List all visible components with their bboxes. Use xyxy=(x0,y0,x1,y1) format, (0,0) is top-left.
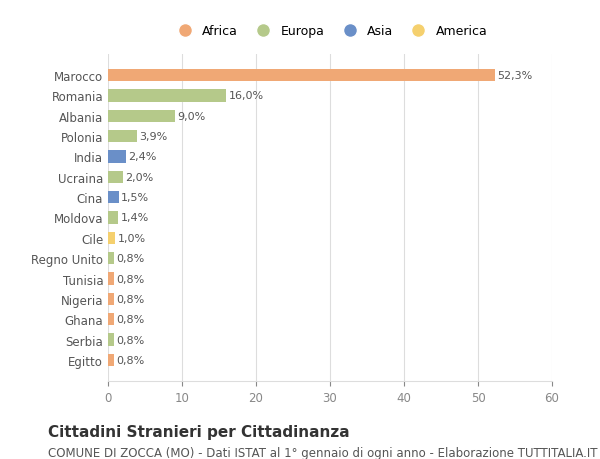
Text: 0,8%: 0,8% xyxy=(116,335,145,345)
Bar xyxy=(108,273,114,285)
Text: 16,0%: 16,0% xyxy=(229,91,264,101)
Text: 0,8%: 0,8% xyxy=(116,314,145,325)
Bar xyxy=(108,252,114,265)
Bar xyxy=(108,313,114,325)
Text: COMUNE DI ZOCCA (MO) - Dati ISTAT al 1° gennaio di ogni anno - Elaborazione TUTT: COMUNE DI ZOCCA (MO) - Dati ISTAT al 1° … xyxy=(48,446,598,459)
Bar xyxy=(108,334,114,346)
Bar xyxy=(108,171,123,184)
Text: 9,0%: 9,0% xyxy=(177,112,205,122)
Text: 2,4%: 2,4% xyxy=(128,152,157,162)
Legend: Africa, Europa, Asia, America: Africa, Europa, Asia, America xyxy=(166,19,494,45)
Text: 0,8%: 0,8% xyxy=(116,294,145,304)
Text: 1,0%: 1,0% xyxy=(118,233,146,243)
Text: 1,5%: 1,5% xyxy=(121,193,149,203)
Text: 1,4%: 1,4% xyxy=(121,213,149,223)
Bar xyxy=(108,212,118,224)
Bar xyxy=(108,70,495,82)
Bar xyxy=(108,232,115,244)
Text: Cittadini Stranieri per Cittadinanza: Cittadini Stranieri per Cittadinanza xyxy=(48,425,350,440)
Text: 52,3%: 52,3% xyxy=(497,71,532,81)
Bar xyxy=(108,131,137,143)
Bar xyxy=(108,192,119,204)
Text: 3,9%: 3,9% xyxy=(139,132,167,142)
Bar xyxy=(108,354,114,366)
Text: 0,8%: 0,8% xyxy=(116,274,145,284)
Bar xyxy=(108,90,226,102)
Bar xyxy=(108,293,114,305)
Bar xyxy=(108,111,175,123)
Text: 2,0%: 2,0% xyxy=(125,173,153,182)
Bar xyxy=(108,151,126,163)
Text: 0,8%: 0,8% xyxy=(116,254,145,263)
Text: 0,8%: 0,8% xyxy=(116,355,145,365)
